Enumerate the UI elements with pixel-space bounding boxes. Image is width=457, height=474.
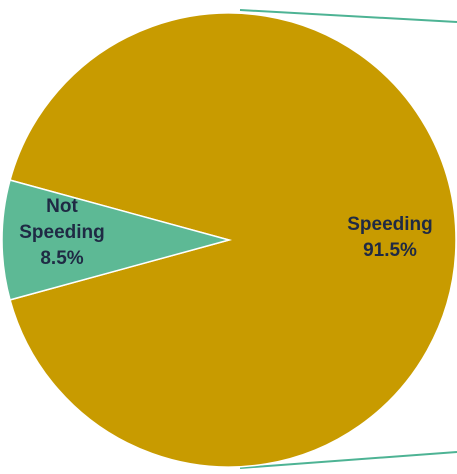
connector-line-top bbox=[239, 9, 457, 23]
pie-slices bbox=[1, 12, 457, 468]
not-speeding-category-label: Speeding bbox=[19, 222, 105, 243]
connector-line-bottom bbox=[239, 451, 457, 469]
speeding-category-label: Speeding bbox=[347, 214, 433, 235]
not-speeding-value-label: 8.5% bbox=[40, 248, 83, 269]
pie-slice-speeding bbox=[9, 12, 457, 468]
not-speeding-category-label: Not bbox=[46, 196, 78, 217]
speeding-value-label: 91.5% bbox=[363, 240, 417, 261]
slice-labels: Speeding 91.5% Not Speeding 8.5% bbox=[19, 196, 433, 269]
pie-slice-not-speeding bbox=[1, 179, 232, 301]
connector-lines bbox=[239, 9, 457, 469]
